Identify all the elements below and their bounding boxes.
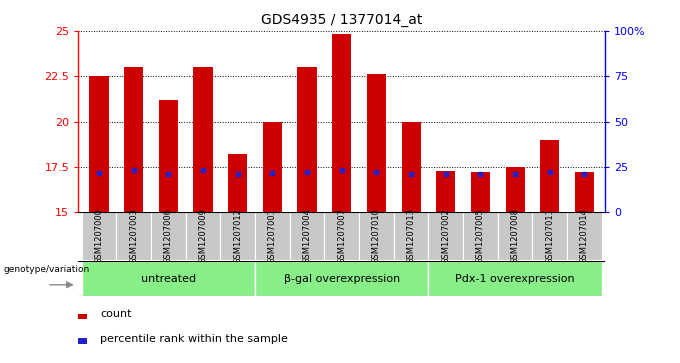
Bar — [220, 212, 255, 260]
Text: GSM1207013: GSM1207013 — [407, 208, 415, 264]
Text: GSM1207010: GSM1207010 — [372, 208, 381, 264]
Bar — [78, 314, 87, 319]
Bar — [255, 261, 428, 296]
Text: GSM1207004: GSM1207004 — [303, 208, 311, 264]
Bar — [332, 34, 352, 212]
Text: genotype/variation: genotype/variation — [4, 265, 90, 274]
Bar — [82, 212, 116, 260]
Bar — [463, 212, 498, 260]
Text: percentile rank within the sample: percentile rank within the sample — [101, 334, 288, 344]
Text: GSM1207005: GSM1207005 — [476, 208, 485, 264]
Title: GDS4935 / 1377014_at: GDS4935 / 1377014_at — [261, 13, 422, 27]
Bar — [297, 67, 317, 212]
Bar — [90, 76, 109, 212]
Bar — [159, 100, 178, 212]
Text: GSM1207002: GSM1207002 — [441, 208, 450, 264]
Bar — [436, 171, 455, 212]
Bar — [290, 212, 324, 260]
Bar — [532, 212, 567, 260]
Bar — [255, 212, 290, 260]
Bar — [540, 140, 559, 212]
Bar — [124, 67, 143, 212]
Bar — [151, 212, 186, 260]
Text: GSM1207006: GSM1207006 — [164, 208, 173, 264]
Bar — [116, 212, 151, 260]
Text: GSM1207003: GSM1207003 — [129, 208, 138, 264]
Bar — [82, 261, 255, 296]
Bar — [359, 212, 394, 260]
Bar — [394, 212, 428, 260]
Text: GSM1207012: GSM1207012 — [233, 208, 242, 264]
Bar — [498, 212, 532, 260]
Text: GSM1207008: GSM1207008 — [511, 208, 520, 264]
Bar — [567, 212, 602, 260]
Text: β-gal overexpression: β-gal overexpression — [284, 274, 400, 284]
Text: GSM1207000: GSM1207000 — [95, 208, 103, 264]
Text: GSM1207011: GSM1207011 — [545, 208, 554, 264]
Bar — [428, 212, 463, 260]
Bar — [78, 338, 87, 344]
Bar — [367, 74, 386, 212]
Bar — [186, 212, 220, 260]
Bar — [575, 172, 594, 212]
Bar — [263, 122, 282, 212]
Text: GSM1207009: GSM1207009 — [199, 208, 207, 264]
Bar — [505, 167, 524, 212]
Text: GSM1207001: GSM1207001 — [268, 208, 277, 264]
Text: untreated: untreated — [141, 274, 196, 284]
Text: GSM1207014: GSM1207014 — [580, 208, 589, 264]
Bar — [228, 154, 248, 212]
Bar — [324, 212, 359, 260]
Bar — [194, 67, 213, 212]
Text: GSM1207007: GSM1207007 — [337, 208, 346, 264]
Bar — [401, 122, 420, 212]
Bar — [471, 172, 490, 212]
Text: Pdx-1 overexpression: Pdx-1 overexpression — [455, 274, 575, 284]
Text: count: count — [101, 309, 132, 319]
Bar — [428, 261, 602, 296]
